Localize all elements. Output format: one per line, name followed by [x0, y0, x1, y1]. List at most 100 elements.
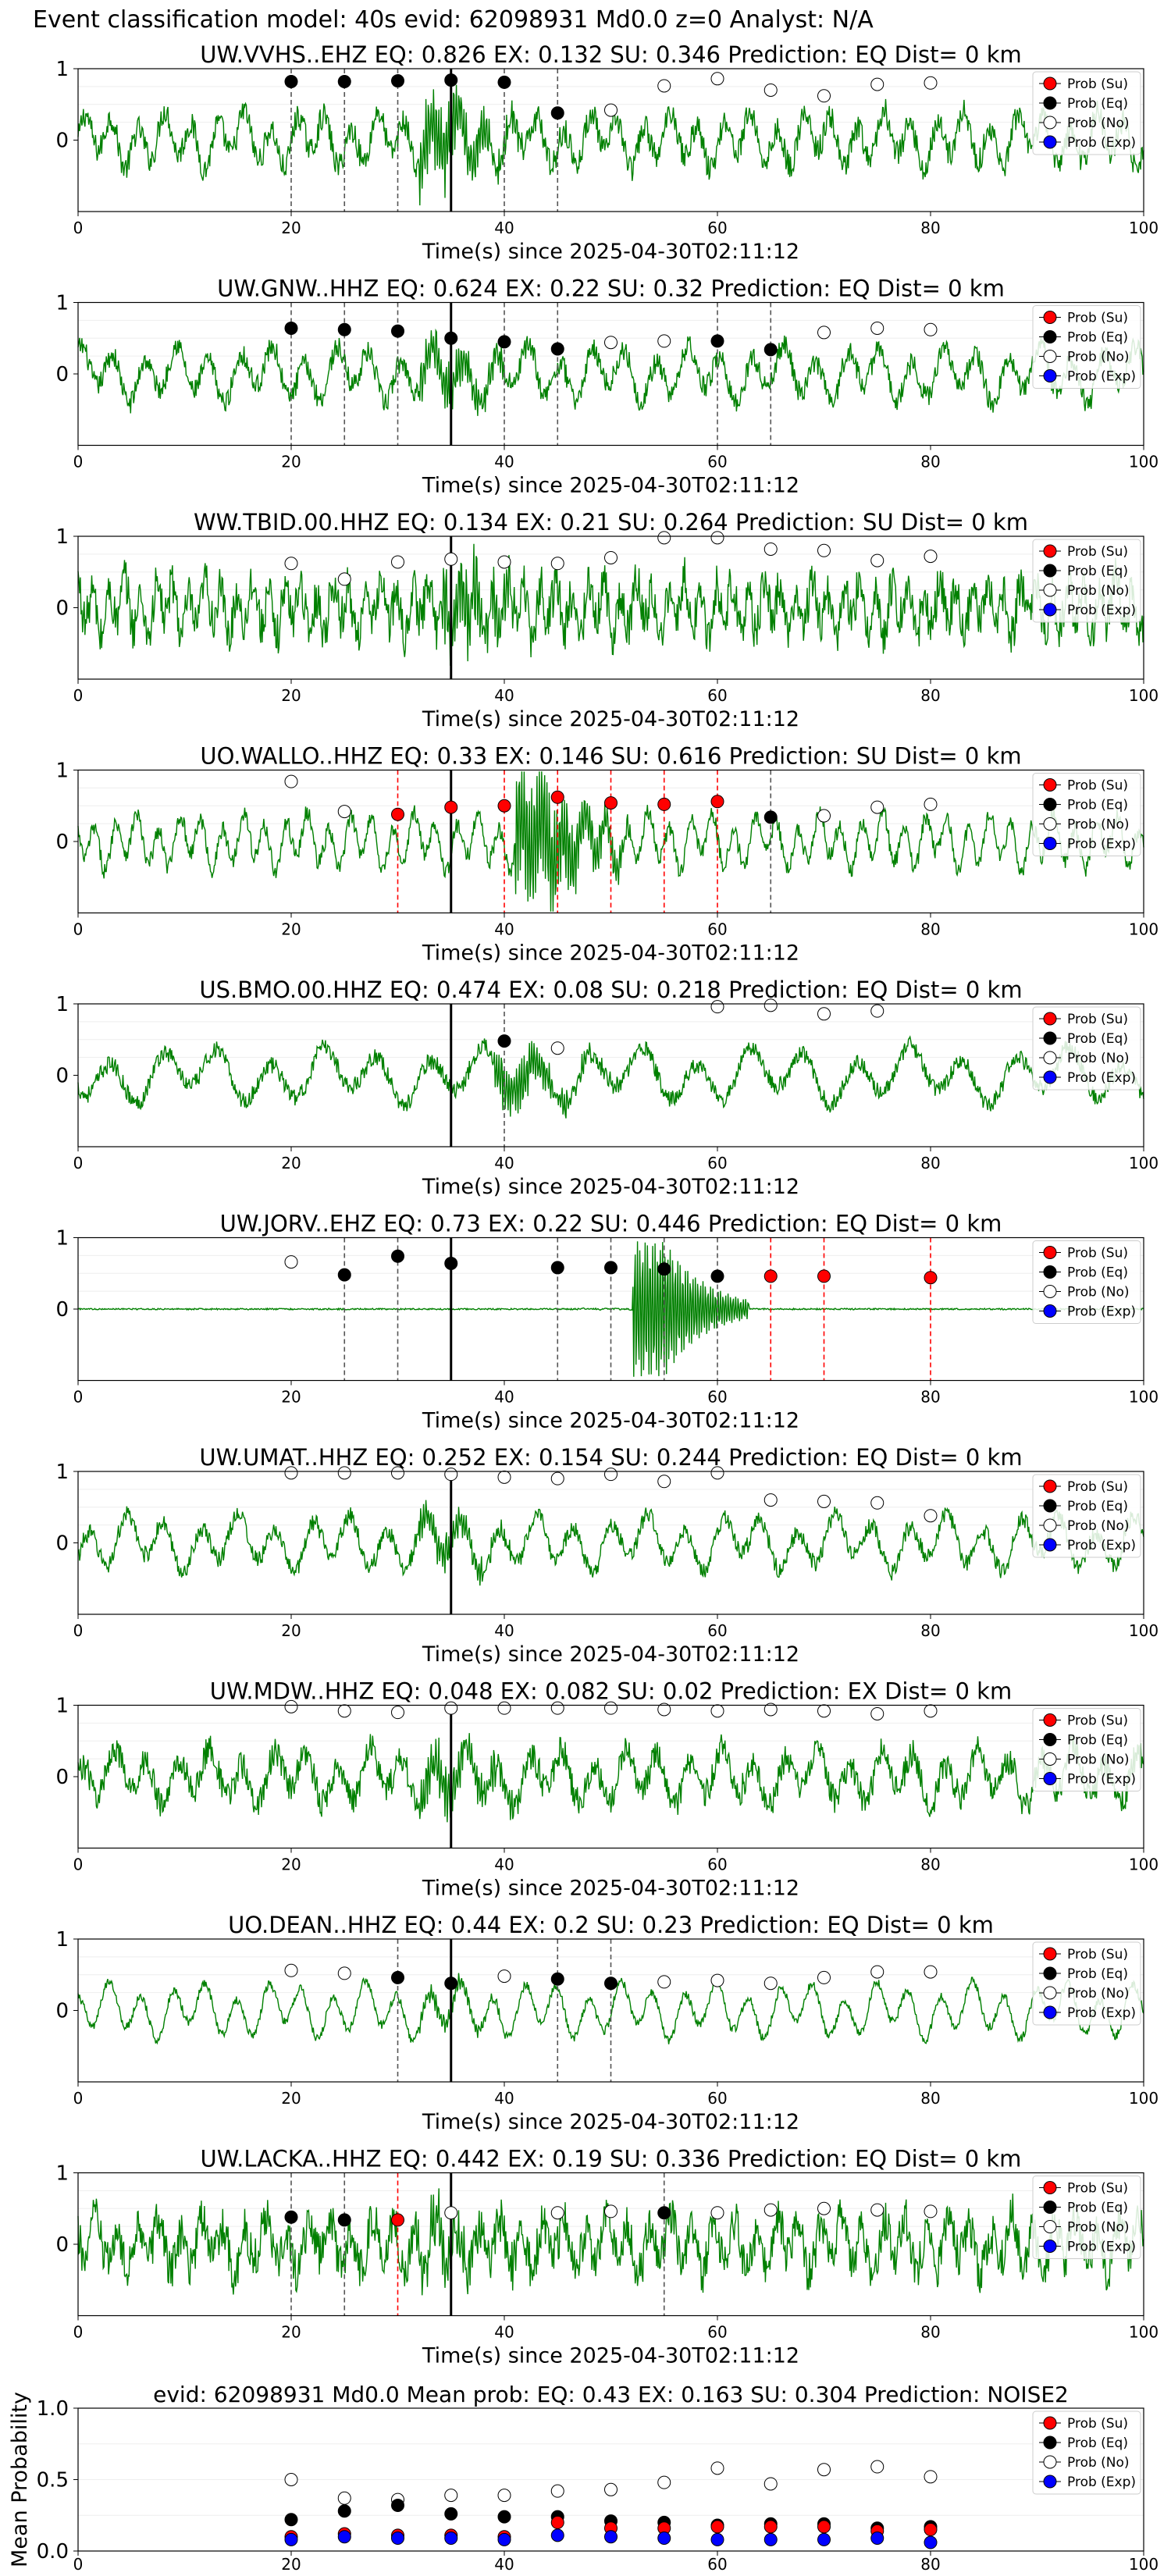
panel-1: UW.VVHS..EHZ EQ: 0.826 EX: 0.132 SU: 0.3…: [55, 41, 1159, 264]
legend-marker-su: [1043, 1012, 1057, 1026]
legend-box: [1032, 1240, 1141, 1324]
legend-label-eq: Prob (Eq): [1067, 1966, 1128, 1982]
prob-point-no: [817, 1007, 831, 1021]
legend-label-exp: Prob (Exp): [1067, 837, 1136, 852]
panel-5: US.BMO.00.HHZ EQ: 0.474 EX: 0.08 SU: 0.2…: [55, 977, 1159, 1199]
legend-label-exp: Prob (Exp): [1067, 135, 1136, 151]
prob-point-no: [604, 1468, 618, 1482]
prob-point-no: [924, 76, 938, 90]
x-tick-label: 40: [494, 1621, 514, 1640]
mean-point-no: [710, 2461, 724, 2475]
prob-point-no: [497, 1701, 511, 1715]
legend-marker-eq: [1043, 96, 1057, 110]
legend-marker-eq: [1043, 330, 1057, 343]
prob-point-no: [817, 1704, 831, 1718]
prob-point-no: [391, 1706, 404, 1720]
prob-point-no: [550, 2206, 564, 2220]
legend-marker-no: [1043, 583, 1057, 597]
prob-point-eq: [710, 334, 724, 348]
legend-marker-eq: [1043, 1499, 1057, 1513]
y-tick-label: 0: [55, 831, 69, 854]
legend-box: [1032, 1006, 1141, 1091]
legend-marker-exp: [1043, 2475, 1057, 2489]
prob-point-eq: [391, 1970, 404, 1984]
prob-point-no: [870, 553, 884, 568]
x-axis-label: Time(s) since 2025-04-30T02:11:12: [422, 1877, 799, 1901]
prob-point-eq: [444, 1976, 458, 1991]
x-tick-label: 80: [920, 2323, 940, 2342]
x-tick-label: 60: [707, 2555, 727, 2574]
x-tick-label: 60: [707, 2089, 727, 2108]
legend-box: [1032, 773, 1141, 856]
x-tick-label: 20: [281, 1154, 301, 1172]
y-tick-label: 0: [55, 597, 69, 621]
prob-point-eq: [657, 2206, 671, 2220]
legend-marker-exp: [1043, 1070, 1057, 1084]
legend-label-exp: Prob (Exp): [1067, 1304, 1136, 1320]
prob-point-no: [284, 557, 298, 571]
y-tick-label: 0: [55, 2233, 69, 2257]
legend-marker-eq: [1043, 798, 1057, 811]
prob-point-su: [817, 1269, 831, 1283]
prob-point-no: [337, 805, 351, 819]
prob-point-eq: [550, 106, 564, 120]
x-tick-label: 100: [1129, 2555, 1159, 2574]
legend-marker-exp: [1043, 135, 1057, 149]
x-axis-label: Time(s) since 2025-04-30T02:11:12: [422, 1409, 799, 1433]
y-tick-label: 1: [55, 1695, 69, 1718]
legend-marker-eq: [1043, 2435, 1057, 2450]
prob-point-no: [657, 1703, 671, 1717]
prob-point-no: [604, 550, 618, 564]
prob-point-no: [870, 2203, 884, 2217]
legend-label-no: Prob (No): [1067, 350, 1130, 365]
prob-point-su: [391, 807, 404, 821]
prob-point-no: [924, 1704, 938, 1718]
waveform-trace: [77, 328, 1144, 416]
x-tick-label: 100: [1129, 920, 1159, 939]
prob-point-no: [924, 1965, 938, 1979]
panel-7: UW.UMAT..HHZ EQ: 0.252 EX: 0.154 SU: 0.2…: [55, 1444, 1159, 1667]
prob-point-no: [657, 79, 671, 93]
panel-title: US.BMO.00.HHZ EQ: 0.474 EX: 0.08 SU: 0.2…: [199, 977, 1022, 1003]
prob-point-no: [444, 1468, 458, 1482]
x-tick-label: 40: [494, 2089, 514, 2108]
y-tick-label: 1: [55, 1227, 69, 1251]
x-tick-label: 100: [1129, 453, 1159, 471]
prob-point-no: [870, 800, 884, 814]
prob-point-eq: [337, 1268, 351, 1282]
x-tick-label: 0: [73, 2089, 84, 2108]
legend-label-eq: Prob (Eq): [1067, 2201, 1128, 2216]
legend-label-no: Prob (No): [1067, 1986, 1130, 2001]
x-tick-label: 0: [73, 1856, 84, 1874]
legend-marker-eq: [1043, 1031, 1057, 1045]
legend-label-su: Prob (Su): [1067, 76, 1128, 92]
legend-label-exp: Prob (Exp): [1067, 603, 1136, 618]
x-tick-label: 20: [281, 1621, 301, 1640]
x-tick-label: 40: [494, 2555, 514, 2574]
mean-point-exp: [710, 2532, 724, 2546]
x-tick-label: 100: [1129, 1154, 1159, 1172]
x-tick-label: 100: [1129, 2089, 1159, 2108]
x-tick-label: 0: [73, 219, 84, 237]
prob-point-no: [391, 1466, 404, 1480]
mean-point-eq: [497, 2510, 511, 2524]
legend-marker-su: [1043, 1947, 1057, 1961]
x-tick-label: 60: [707, 1154, 727, 1172]
prob-point-su: [763, 1269, 778, 1283]
y-tick-label: 0: [55, 1532, 69, 1556]
legend-label-su: Prob (Su): [1067, 1479, 1128, 1495]
legend-label-no: Prob (No): [1067, 116, 1130, 131]
x-tick-label: 60: [707, 453, 727, 471]
x-tick-label: 40: [494, 1154, 514, 1172]
mean-point-exp: [444, 2532, 458, 2546]
prob-point-eq: [337, 74, 351, 88]
prob-point-eq: [657, 1262, 671, 1276]
waveform-trace: [77, 2188, 1144, 2296]
panel-mean-probability: evid: 62098931 Md0.0 Mean prob: EQ: 0.43…: [8, 2382, 1159, 2574]
legend-label-eq: Prob (Eq): [1067, 564, 1128, 579]
x-tick-label: 60: [707, 686, 727, 705]
x-tick-label: 20: [281, 920, 301, 939]
x-tick-label: 80: [920, 920, 940, 939]
waveform-trace: [77, 1500, 1144, 1586]
mean-point-no: [924, 2470, 938, 2484]
